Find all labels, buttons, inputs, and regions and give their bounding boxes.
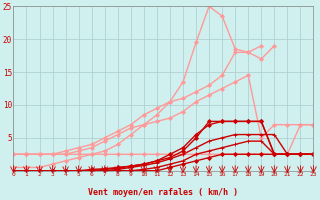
X-axis label: Vent moyen/en rafales ( km/h ): Vent moyen/en rafales ( km/h ) bbox=[88, 188, 238, 197]
